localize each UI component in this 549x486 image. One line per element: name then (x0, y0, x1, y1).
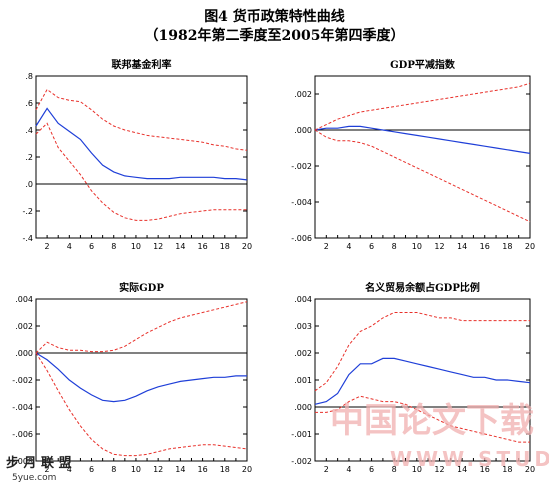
y-tick-label: .002 (294, 349, 312, 358)
response-line (314, 357, 531, 405)
figure-title: 图4 货币政策特性曲线 (204, 9, 345, 25)
watermark-right-text: 中国论文下载 (330, 401, 534, 441)
y-tick-label: .0 (25, 180, 33, 189)
x-tick-label: 8 (111, 242, 116, 251)
y-tick-label: .000 (294, 403, 312, 412)
y-tick-label: -.004 (291, 198, 312, 207)
y-tick-label: .004 (15, 295, 33, 304)
chart-panel-1: 联邦基金利率 -.4 -.2 .0 .2 .4 .6 .8 2 4 6 8 10 12 14 16 18 20 (22, 58, 252, 251)
x-tick-label: 12 (434, 465, 444, 474)
x-tick-label: 2 (45, 465, 50, 474)
y-tick-label: .000 (15, 349, 33, 358)
x-tick-label: 10 (412, 465, 422, 474)
confidence-band-lower (35, 352, 248, 457)
y-tick-label: -.008 (12, 457, 33, 466)
y-tick-label: -.006 (12, 430, 33, 439)
y-tick-label: .2 (25, 153, 33, 162)
y-tick-label: -.002 (12, 376, 33, 385)
x-tick-label: 2 (324, 242, 329, 251)
x-tick-label: 4 (346, 242, 351, 251)
x-tick-label: 4 (67, 465, 72, 474)
x-tick-label: 18 (220, 242, 230, 251)
panel-title: 实际GDP (119, 281, 164, 294)
panel-title: 联邦基金利率 (112, 58, 172, 71)
chart-panel-4: 名义贸易余额占GDP比例 -.002 -.001 .000 .001 .002 .003 .0… (291, 281, 535, 474)
x-tick-label: 12 (153, 242, 163, 251)
response-line (35, 107, 248, 181)
watermark-left-url: 5yue.com (12, 473, 56, 483)
x-tick-label: 12 (434, 242, 444, 251)
panel-title: GDP平减指数 (390, 58, 456, 71)
chart-panel-3: 实际GDP -.008 -.006 -.004 -.002 .000 .002 .004 2 4 6… (12, 281, 252, 474)
watermark-right-url: WWW.STUDA (390, 447, 549, 471)
x-tick-label: 20 (525, 465, 535, 474)
y-tick-label: .002 (15, 322, 33, 331)
x-tick-label: 8 (392, 465, 397, 474)
x-tick-label: 6 (369, 465, 374, 474)
confidence-band-upper (35, 301, 248, 354)
plot-frame (314, 75, 531, 239)
x-tick-label: 10 (131, 465, 141, 474)
x-tick-label: 6 (89, 465, 94, 474)
y-tick-label: .003 (294, 322, 312, 331)
x-tick-label: 16 (197, 242, 207, 251)
figure-subtitle: （1982年第二季度至2005年第四季度） (144, 28, 405, 44)
x-tick-label: 18 (502, 465, 512, 474)
x-tick-label: 20 (242, 465, 252, 474)
confidence-band-lower (35, 122, 247, 221)
y-tick-label: -.001 (291, 430, 312, 439)
panel-title: 名义贸易余额占GDP比例 (365, 281, 480, 294)
x-tick-label: 14 (457, 465, 467, 474)
x-tick-label: 16 (480, 465, 490, 474)
x-tick-label: 10 (131, 242, 141, 251)
x-tick-label: 16 (197, 465, 207, 474)
x-tick-label: 20 (525, 242, 535, 251)
chart-panel-2: GDP平减指数 -.006 -.004 -.002 .000 .002 2 4 6 8 10 12 14… (291, 58, 535, 251)
y-tick-label: .001 (294, 376, 312, 385)
x-tick-label: 8 (392, 242, 397, 251)
y-tick-label: -.002 (291, 457, 312, 466)
y-tick-label: .002 (294, 90, 312, 99)
confidence-band-upper (314, 312, 530, 392)
y-tick-label: -.002 (291, 162, 312, 171)
x-tick-label: 4 (346, 465, 351, 474)
confidence-band-lower (315, 395, 530, 443)
confidence-band-upper (314, 82, 531, 131)
y-tick-label: .8 (25, 72, 33, 81)
y-tick-label: .000 (294, 126, 312, 135)
x-tick-label: 14 (457, 242, 467, 251)
y-tick-label: .6 (25, 99, 33, 108)
x-tick-label: 14 (175, 465, 185, 474)
x-tick-label: 20 (242, 242, 252, 251)
watermark-left-text: 步 月 联 盟 (6, 455, 72, 471)
y-tick-label: -.006 (291, 234, 312, 243)
x-tick-label: 6 (89, 242, 94, 251)
x-tick-label: 4 (67, 242, 72, 251)
x-tick-label: 18 (220, 465, 230, 474)
x-tick-label: 12 (153, 465, 163, 474)
x-tick-label: 6 (369, 242, 374, 251)
y-tick-label: -.2 (22, 207, 33, 216)
x-tick-label: 2 (324, 465, 329, 474)
y-tick-label: .004 (294, 295, 312, 304)
plot-frame (35, 298, 248, 462)
response-line (35, 352, 247, 403)
x-tick-label: 2 (45, 242, 50, 251)
x-tick-label: 10 (412, 242, 422, 251)
y-tick-label: -.004 (12, 403, 33, 412)
response-line (314, 125, 531, 154)
y-tick-label: .4 (25, 126, 33, 135)
x-tick-label: 14 (175, 242, 185, 251)
x-tick-label: 8 (111, 465, 116, 474)
x-tick-label: 18 (502, 242, 512, 251)
x-tick-label: 16 (480, 242, 490, 251)
confidence-band-lower (314, 129, 531, 223)
y-tick-label: -.4 (22, 234, 33, 243)
confidence-band-upper (35, 88, 248, 151)
